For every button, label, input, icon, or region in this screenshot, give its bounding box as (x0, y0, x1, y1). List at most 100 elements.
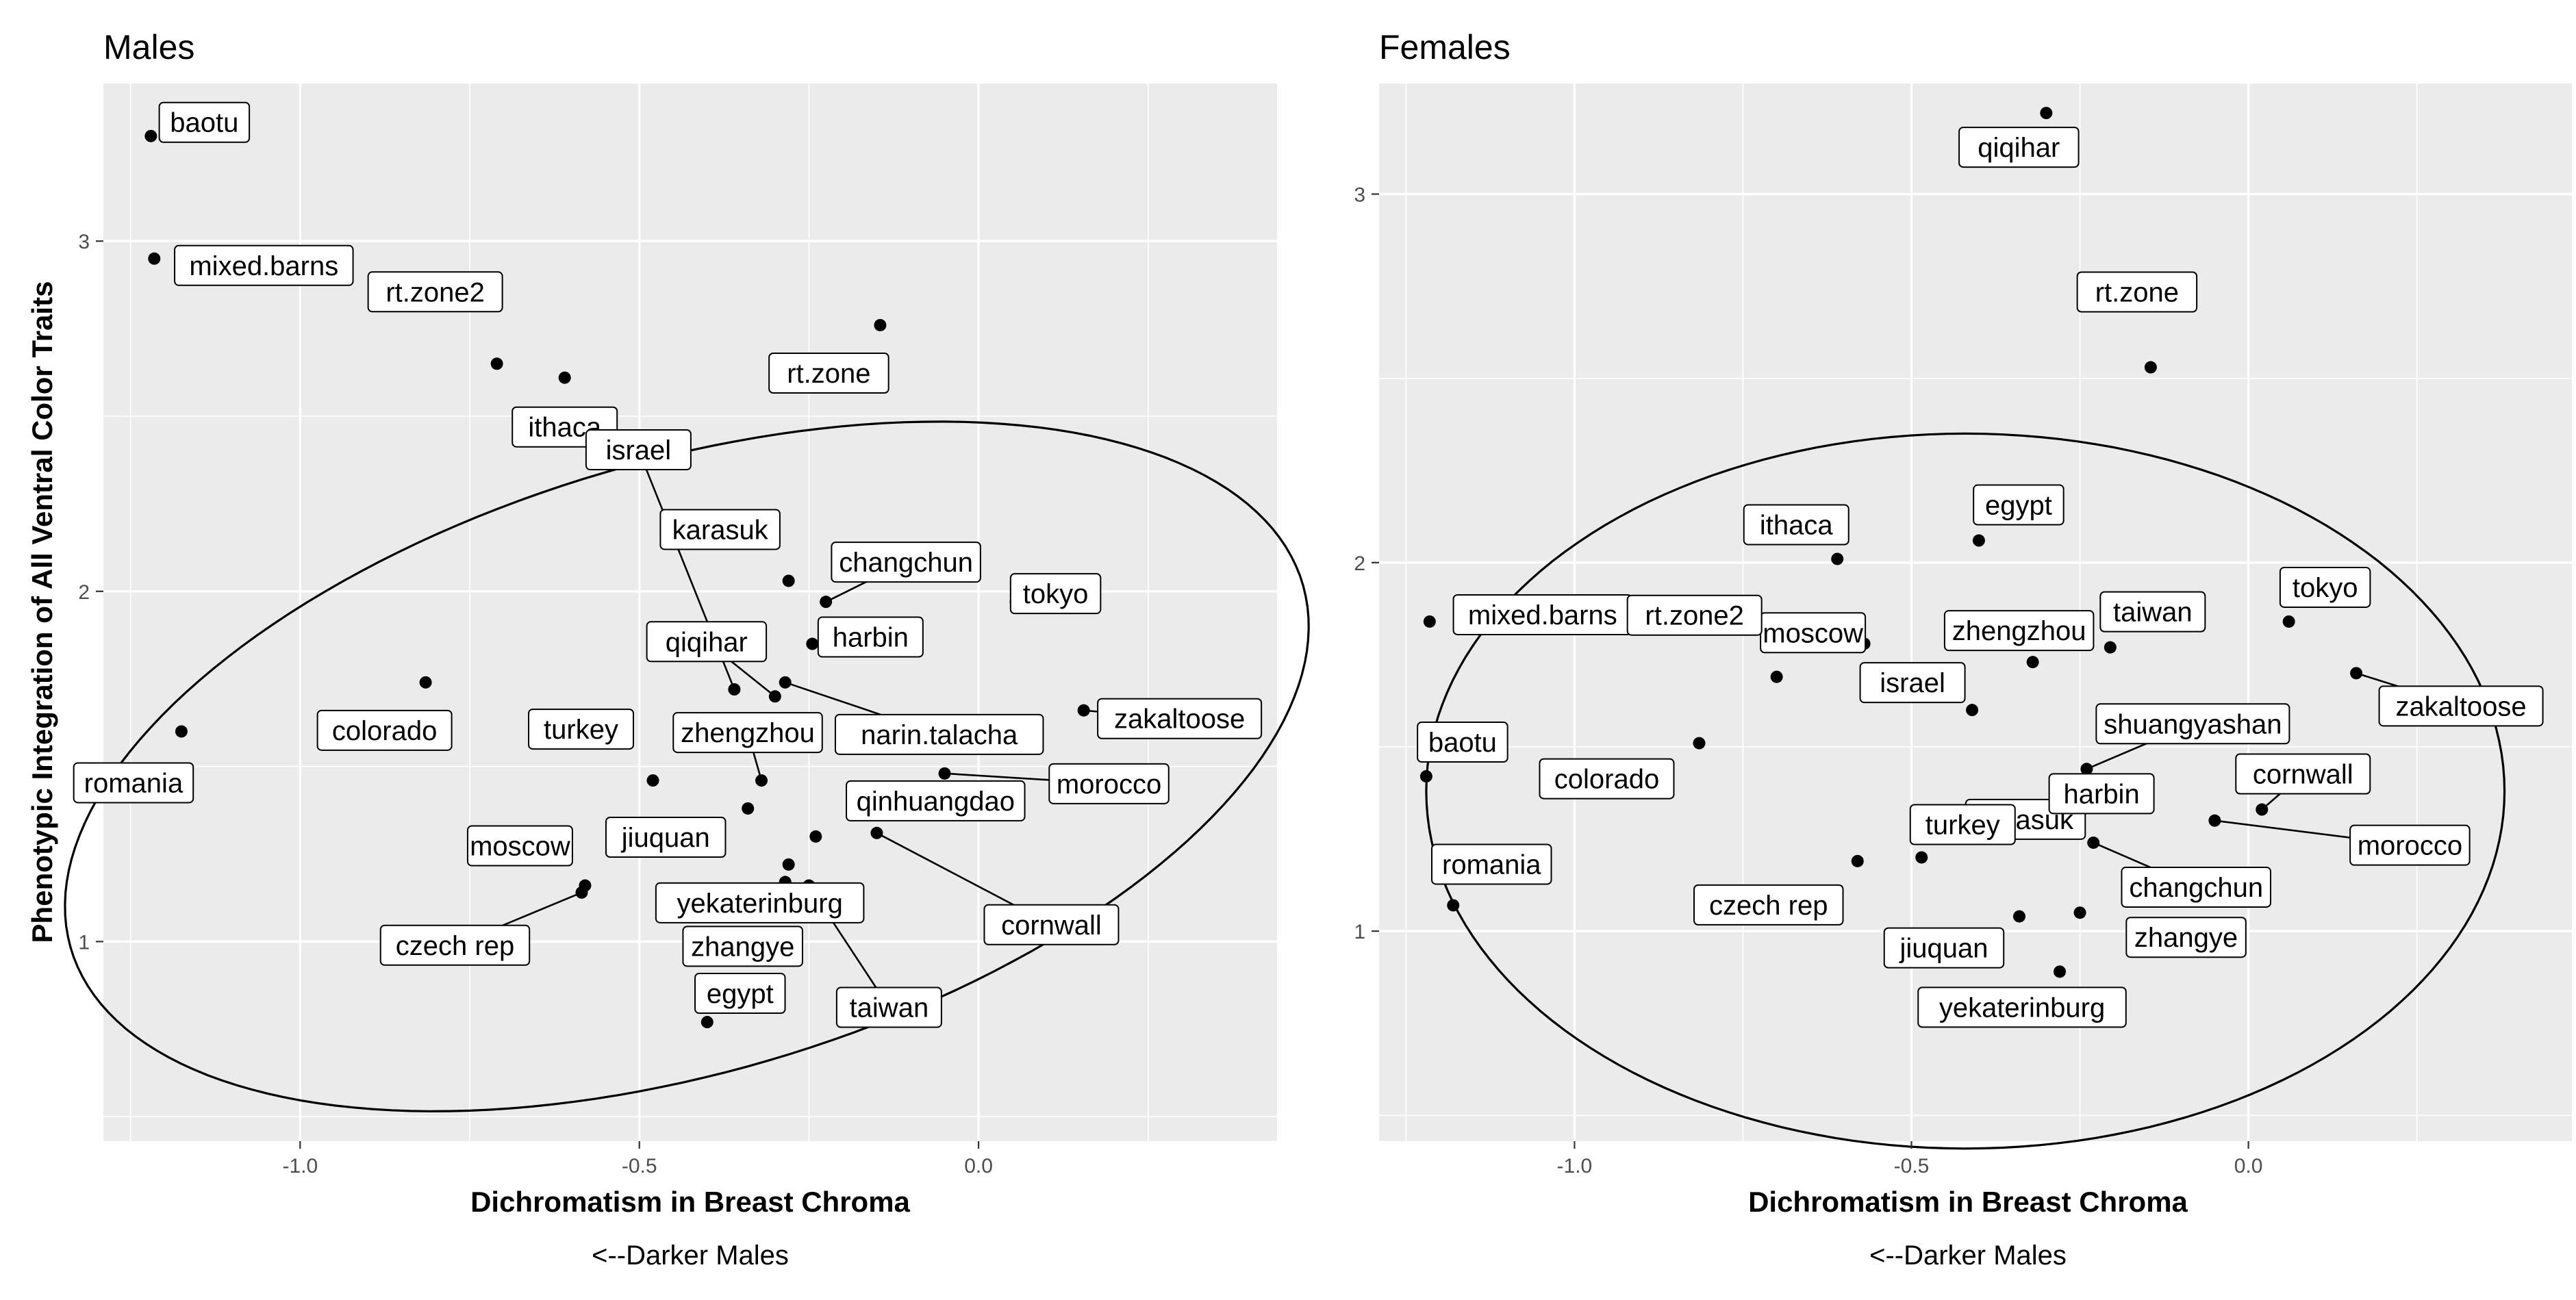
label-text: zhengzhou (681, 718, 815, 748)
point-label: jiuquan (605, 816, 727, 858)
point-turkey (1915, 851, 1928, 864)
point-label: qiqihar (1958, 127, 2080, 168)
point-rt-zone2 (490, 357, 503, 370)
point-label: rt.zone (768, 352, 889, 394)
label-box (2235, 753, 2371, 795)
point-label: egypt (694, 973, 786, 1015)
label-box (659, 509, 781, 550)
data-points (1419, 107, 2363, 978)
label-text: jiuquan (621, 823, 710, 853)
point-ithaca (1831, 552, 1844, 565)
label-box (2378, 685, 2544, 727)
point-label: czech rep (1693, 884, 1844, 926)
label-text: narin.talacha (861, 720, 1018, 750)
confidence-ellipse (1425, 432, 2506, 1150)
point-zhangye (2073, 906, 2086, 919)
label-text: moscow (470, 832, 570, 862)
label-text: rt.zone2 (1645, 601, 1744, 631)
label-box (2279, 566, 2371, 608)
point-romania (175, 725, 188, 738)
point-label: changchun (831, 541, 981, 583)
label-box (605, 816, 727, 858)
point-label: zhangye (2125, 917, 2247, 958)
point-label: harbin (817, 616, 924, 658)
label-text: yekaterinburg (1939, 993, 2105, 1023)
label-text: turkey (1925, 810, 2000, 840)
label-text: moscow (1763, 618, 1863, 648)
label-text: zhengzhou (1952, 616, 2086, 646)
x-tick-label: -1.0 (1557, 1155, 1593, 1177)
point-rt-zone (2144, 361, 2157, 374)
label-text: karasuk (672, 515, 769, 545)
point-label: zakaltoose (1097, 698, 1263, 739)
point-label: tokyo (2279, 566, 2371, 608)
point-mixed-barns (1423, 615, 1436, 628)
point-morocco (2208, 814, 2221, 827)
label-text: rt.zone (2095, 278, 2179, 308)
x-axis-caption: <--Darker Males (592, 1240, 789, 1271)
label-text: changchun (2129, 873, 2263, 903)
label-text: turkey (544, 715, 618, 745)
label-text: rt.zone2 (386, 277, 485, 307)
point-label: israel (1859, 662, 1966, 704)
label-box (2349, 824, 2471, 866)
point-label: romania (73, 762, 194, 804)
label-box (682, 926, 803, 967)
point-harbin (806, 637, 819, 650)
point-romania (1447, 899, 1460, 912)
x-axis-caption: <--Darker Males (1869, 1240, 2067, 1271)
label-text: taiwan (850, 993, 929, 1023)
label-text: yekaterinburg (677, 889, 842, 919)
point-shuangyashan (2080, 763, 2093, 776)
label-text: colorado (332, 716, 437, 746)
point-qiqihar (2040, 107, 2053, 120)
label-box (1048, 763, 1170, 804)
label-box (1626, 594, 1763, 636)
point-yekaterinburg (2054, 965, 2067, 978)
point-narin-talacha (779, 676, 792, 689)
point-israel (728, 683, 741, 696)
label-text: baotu (1428, 728, 1497, 758)
panel-males: baotumixed.barnsrt.zone2ithacart.zoneisr… (26, 28, 1310, 1271)
point-label: rt.zone2 (1626, 594, 1763, 636)
point-label: taiwan (2099, 591, 2206, 633)
point-label: baotu (1417, 722, 1508, 763)
point-labels: qiqihar rt.zone egypt ithaca mixed.barns mosc… (1417, 127, 2544, 1028)
point-morocco (938, 767, 951, 780)
label-text: ithaca (1760, 510, 1833, 540)
point-label: mixed.barns (174, 244, 354, 286)
axis-ticks: -1.0 -0.5 0.0 1 2 3 (78, 231, 993, 1177)
y-tick-label: 2 (78, 581, 90, 604)
x-axis-title: Dichromatism in Breast Chroma (470, 1186, 910, 1218)
point-rt-zone2 (1770, 670, 1783, 683)
y-axis-title: Phenotypic Integration of All Ventral Co… (26, 281, 58, 943)
label-box (1431, 843, 1552, 885)
label-text: harbin (833, 623, 909, 653)
label-box (1743, 504, 1849, 546)
label-text: jiuquan (1899, 934, 1988, 964)
label-text: zakaltoose (1114, 704, 1245, 735)
label-box (1973, 484, 2064, 526)
label-box (585, 429, 692, 471)
label-box (1943, 610, 2095, 652)
label-text: morocco (2358, 831, 2462, 861)
point-colorado (419, 676, 432, 689)
label-box (983, 904, 1120, 945)
label-box (672, 712, 823, 754)
y-tick-label: 3 (78, 231, 90, 253)
point-changchun (820, 596, 833, 609)
point-labels: baotumixed.barnsrt.zone2ithacart.zoneisr… (73, 101, 1263, 1028)
point-label: yekaterinburg (1917, 986, 2127, 1028)
point-zhengzhou (755, 774, 768, 787)
point-label: egypt (1973, 484, 2064, 526)
label-box (2121, 866, 2271, 908)
point-label: zhengzhou (672, 712, 823, 754)
label-text: mixed.barns (189, 251, 338, 281)
label-text: changchun (839, 548, 973, 578)
label-text: israel (1880, 668, 1945, 698)
point-taiwan (2104, 641, 2117, 654)
label-box (1009, 573, 1102, 615)
label-text: tokyo (1023, 579, 1089, 609)
label-text: zakaltoose (2395, 691, 2526, 722)
point-label: qinhuangdao (846, 780, 1026, 821)
